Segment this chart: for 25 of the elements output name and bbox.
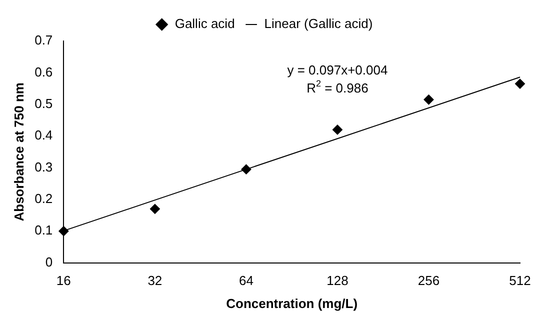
y-tick-label: 0.3 bbox=[34, 159, 53, 174]
x-tick-label: 16 bbox=[56, 273, 71, 288]
y-tick-label: 0.6 bbox=[34, 64, 53, 80]
x-tick-label: 512 bbox=[509, 273, 531, 288]
y-tick-label: 0.2 bbox=[34, 191, 53, 206]
x-tick-label: 32 bbox=[148, 273, 162, 288]
point bbox=[424, 94, 434, 105]
annotation: y = 0.097x+0.004 bbox=[287, 62, 388, 78]
point bbox=[515, 78, 525, 89]
point bbox=[150, 204, 160, 214]
point bbox=[332, 124, 342, 135]
y-tick-label: 0.1 bbox=[34, 222, 53, 238]
legend-label: Linear (Gallic acid) bbox=[264, 16, 373, 32]
point bbox=[58, 226, 69, 236]
legend-label: Gallic acid bbox=[174, 16, 235, 32]
x-tick-label: 128 bbox=[326, 273, 348, 288]
point bbox=[241, 164, 252, 174]
x-axis-title: Concentration (mg/L) bbox=[226, 296, 358, 311]
y-axis-title: Absorbance at 750 nm bbox=[11, 82, 26, 222]
y-tick-label: 0.4 bbox=[34, 128, 53, 143]
y-tick-label: 0.5 bbox=[34, 96, 53, 111]
y-tick-label: 0.7 bbox=[34, 32, 53, 48]
x-tick-label: 256 bbox=[418, 273, 440, 288]
y-tick-label: 0 bbox=[45, 254, 53, 270]
x-tick-label: 64 bbox=[238, 273, 254, 288]
